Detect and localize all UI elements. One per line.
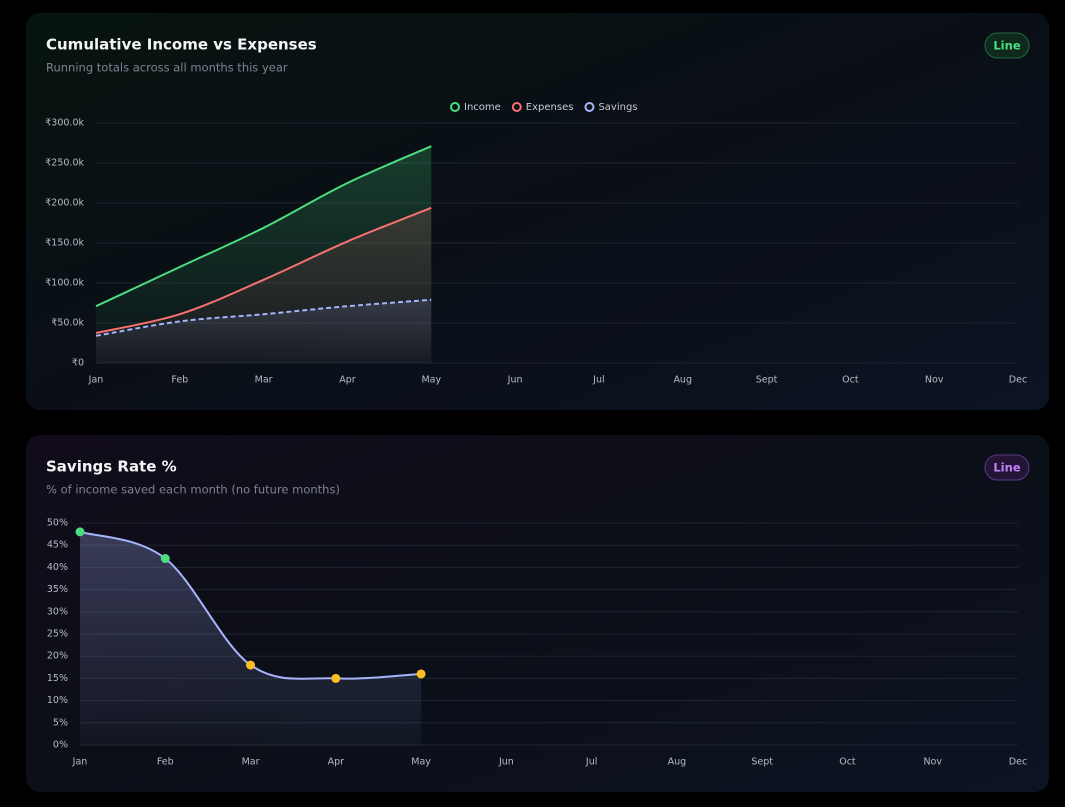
legend-label: Income bbox=[464, 102, 501, 113]
legend-label: Expenses bbox=[526, 102, 574, 113]
chart-type-badge bbox=[984, 454, 1030, 481]
line bbox=[95, 145, 432, 308]
y-tick-label: 35% bbox=[47, 584, 68, 595]
x-tick-label: May bbox=[421, 375, 441, 386]
point bbox=[331, 673, 341, 683]
line bbox=[95, 206, 432, 334]
legend-marker bbox=[450, 102, 460, 112]
x-tick-label: Apr bbox=[339, 375, 356, 386]
x-tick-label: Dec bbox=[1009, 375, 1027, 386]
x-tick-label: Jul bbox=[585, 757, 597, 768]
y-tick-label: 30% bbox=[47, 606, 68, 617]
legend-label: Savings bbox=[598, 102, 637, 113]
chart-subtitle: Running totals across all months this ye… bbox=[46, 61, 288, 75]
area bbox=[96, 299, 432, 363]
chart-subtitle: % of income saved each month (no future … bbox=[46, 483, 340, 497]
line bbox=[95, 298, 432, 337]
x-tick-label: Jan bbox=[88, 375, 104, 386]
y-tick-label: ₹150.0k bbox=[45, 238, 84, 249]
x-tick-label: Apr bbox=[328, 757, 345, 768]
x-tick-label: Aug bbox=[673, 375, 692, 386]
x-tick-label: Jun bbox=[507, 375, 523, 386]
point bbox=[160, 554, 170, 564]
y-tick-label: 0% bbox=[53, 740, 68, 751]
y-tick-label: ₹0 bbox=[72, 358, 84, 369]
x-tick-label: Feb bbox=[171, 375, 188, 386]
y-tick-label: 10% bbox=[47, 695, 68, 706]
y-tick-label: ₹200.0k bbox=[45, 198, 84, 209]
y-tick-label: ₹100.0k bbox=[45, 278, 84, 289]
y-tick-label: ₹250.0k bbox=[45, 158, 84, 169]
y-tick-label: ₹300.0k bbox=[45, 118, 84, 129]
chart-title: Cumulative Income vs Expenses bbox=[46, 36, 317, 54]
point bbox=[75, 527, 85, 537]
chart-type-badge bbox=[984, 32, 1030, 59]
y-tick-label: ₹50.0k bbox=[51, 318, 84, 329]
y-tick-label: 50% bbox=[47, 518, 68, 529]
x-tick-label: Jun bbox=[498, 757, 514, 768]
x-tick-label: Nov bbox=[925, 375, 944, 386]
x-tick-label: Aug bbox=[668, 757, 687, 768]
x-tick-label: Mar bbox=[242, 757, 260, 768]
badge-label: Line bbox=[993, 39, 1020, 53]
x-tick-label: Sept bbox=[751, 757, 773, 768]
x-tick-label: Jul bbox=[592, 375, 604, 386]
point bbox=[246, 660, 256, 670]
area bbox=[80, 531, 422, 745]
y-tick-label: 45% bbox=[47, 540, 68, 551]
x-tick-label: May bbox=[411, 757, 431, 768]
x-tick-label: Nov bbox=[923, 757, 942, 768]
x-tick-label: Sept bbox=[756, 375, 778, 386]
y-tick-label: 40% bbox=[47, 562, 68, 573]
y-tick-label: 5% bbox=[53, 717, 68, 728]
x-tick-label: Jan bbox=[72, 757, 88, 768]
x-tick-label: Oct bbox=[839, 757, 856, 768]
x-tick-label: Mar bbox=[255, 375, 273, 386]
badge-label: Line bbox=[993, 461, 1020, 475]
point bbox=[416, 669, 426, 679]
chart-title: Savings Rate % bbox=[46, 458, 177, 476]
y-tick-label: 25% bbox=[47, 629, 68, 640]
y-tick-label: 20% bbox=[47, 651, 68, 662]
legend-marker bbox=[584, 102, 595, 112]
x-tick-label: Oct bbox=[842, 375, 859, 386]
x-tick-label: Dec bbox=[1009, 757, 1027, 768]
y-tick-label: 15% bbox=[47, 673, 68, 684]
x-tick-label: Feb bbox=[157, 757, 174, 768]
legend-marker bbox=[511, 102, 522, 112]
